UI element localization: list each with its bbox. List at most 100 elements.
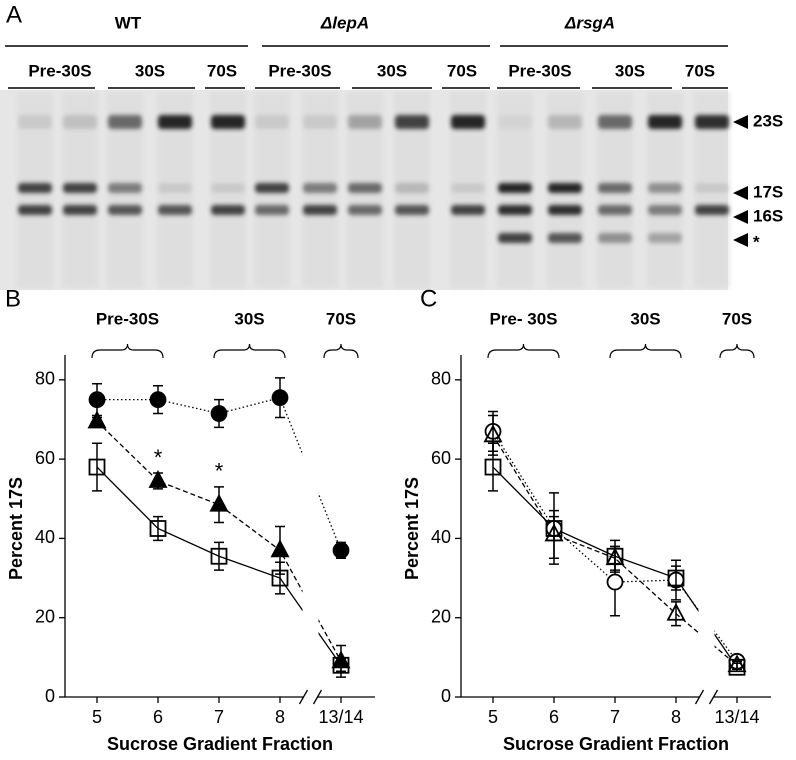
marker-triangle <box>148 470 168 488</box>
band <box>348 183 382 193</box>
marker-square <box>271 569 289 587</box>
marker-arrow <box>733 233 748 247</box>
y-tick-label: 0 <box>45 686 55 706</box>
fraction-label: 30S <box>615 61 645 80</box>
marker-square <box>149 520 167 537</box>
marker-circle <box>606 573 624 591</box>
group-brace <box>487 343 560 359</box>
marker-square <box>88 458 106 476</box>
band <box>303 115 337 129</box>
marker-triangle <box>209 493 229 512</box>
band <box>598 233 632 243</box>
band <box>211 115 245 129</box>
group-label: Pre-30S <box>96 309 159 328</box>
band <box>498 205 532 215</box>
fraction-label: Pre-30S <box>28 61 91 80</box>
y-tick-label: 60 <box>35 448 55 468</box>
band <box>395 205 429 215</box>
band <box>648 183 682 193</box>
band <box>548 183 582 193</box>
axis-break-gap <box>302 360 319 702</box>
strain-label: WT <box>115 13 142 32</box>
x-tick-label: 8 <box>671 707 681 727</box>
group-brace <box>609 343 682 359</box>
x-tick-label: 6 <box>549 707 559 727</box>
y-tick-label: 60 <box>431 448 451 468</box>
fraction-label: Pre-30S <box>268 61 331 80</box>
band <box>598 115 632 129</box>
band <box>18 205 52 215</box>
panel-label: B <box>5 285 21 312</box>
group-label: 70S <box>722 309 752 328</box>
band <box>548 233 582 243</box>
band <box>108 115 142 129</box>
x-tick-label: 8 <box>275 707 285 727</box>
x-tick-label: 5 <box>488 707 498 727</box>
marker-triangle <box>87 410 107 429</box>
band <box>255 205 289 215</box>
fraction-label: 70S <box>685 61 715 80</box>
fraction-label: 30S <box>377 61 407 80</box>
band <box>108 183 142 193</box>
fraction-label: 30S <box>135 61 165 80</box>
marker-square <box>484 458 502 476</box>
band <box>63 205 97 215</box>
fraction-label: 70S <box>207 61 237 80</box>
gel-bands <box>17 92 730 288</box>
band <box>63 115 97 129</box>
band <box>303 183 337 193</box>
axis-break <box>298 689 323 705</box>
axis-break <box>694 689 719 705</box>
band <box>498 115 532 129</box>
group-brace <box>719 343 755 359</box>
x-tick-label: 7 <box>610 707 620 727</box>
y-tick-label: 40 <box>431 527 451 547</box>
group-label: 30S <box>630 309 660 328</box>
y-tick-label: 80 <box>431 369 451 389</box>
band <box>18 115 52 129</box>
panel-label: C <box>420 285 437 312</box>
marker-arrow <box>733 115 748 129</box>
band <box>108 205 142 215</box>
x-tick-label: 7 <box>214 707 224 727</box>
marker-square <box>332 656 350 674</box>
band <box>648 205 682 215</box>
band <box>451 115 485 129</box>
group-brace <box>91 343 164 359</box>
strain-label: ΔrsgA <box>564 13 615 32</box>
series-line <box>492 434 738 666</box>
band <box>598 205 632 215</box>
marker-triangle <box>483 424 503 443</box>
marker-square <box>606 547 624 565</box>
y-tick-label: 80 <box>35 369 55 389</box>
error-bar <box>488 442 498 492</box>
band <box>695 115 729 129</box>
panel-label: A <box>6 1 22 28</box>
band <box>255 115 289 129</box>
strain-label: ΔlepA <box>320 13 369 32</box>
band <box>158 183 192 193</box>
band <box>498 233 532 243</box>
band <box>548 115 582 129</box>
x-tick-label: 13/14 <box>714 707 759 727</box>
band <box>18 183 52 193</box>
axis-break-gap <box>698 360 715 702</box>
marker-circle <box>149 391 167 409</box>
y-tick-label: 20 <box>431 606 451 626</box>
band <box>303 205 337 215</box>
error-bar <box>610 539 620 573</box>
band <box>211 205 245 215</box>
band <box>395 115 429 129</box>
band <box>451 183 485 193</box>
marker-arrow <box>733 186 748 200</box>
error-bar <box>275 561 285 595</box>
fraction-label: Pre-30S <box>508 61 571 80</box>
marker-label: 23S <box>753 111 783 130</box>
band <box>548 205 582 215</box>
band <box>63 183 97 193</box>
marker-square <box>667 569 685 587</box>
x-axis-label: Sucrose Gradient Fraction <box>107 734 333 754</box>
group-label: 30S <box>234 309 264 328</box>
